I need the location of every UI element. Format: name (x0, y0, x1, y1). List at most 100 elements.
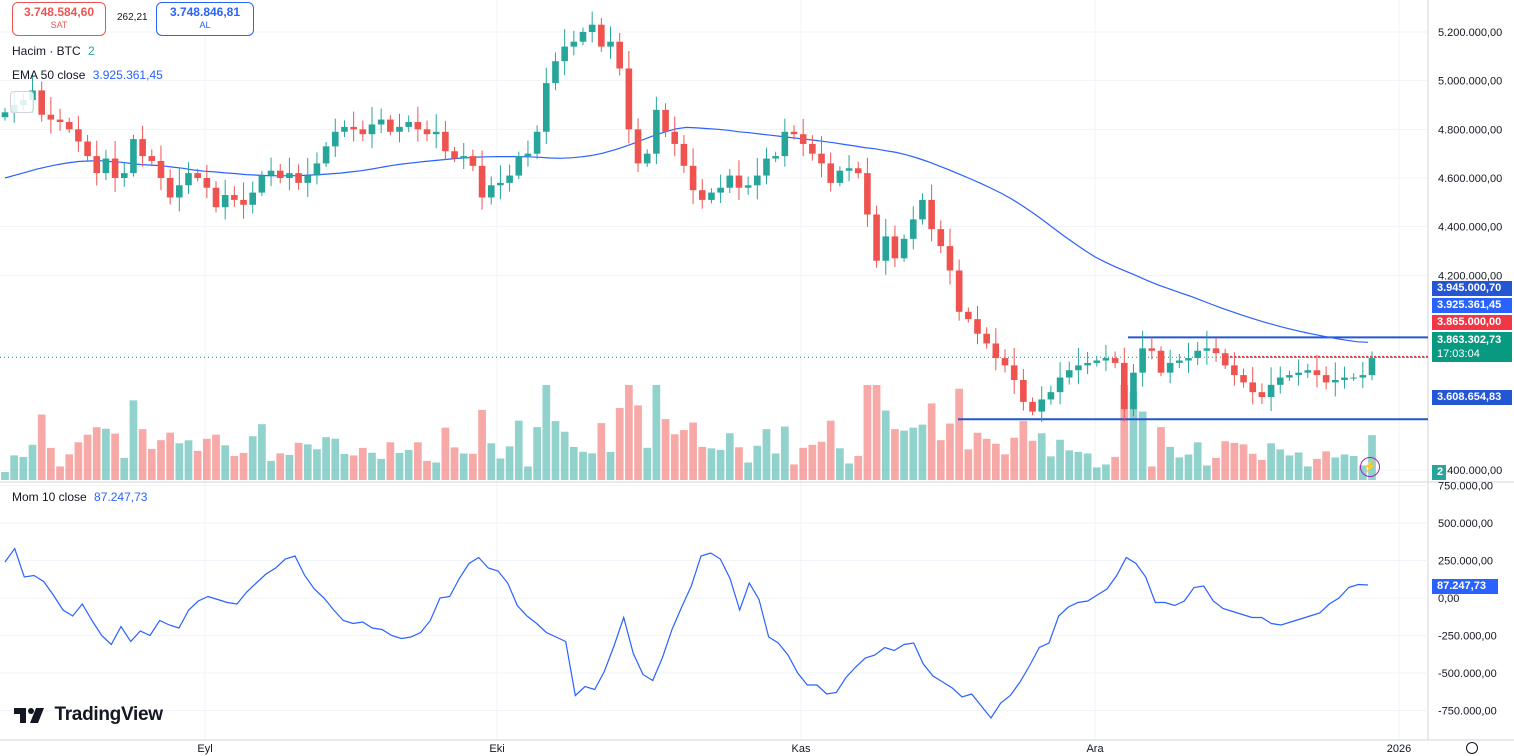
candle-body (313, 163, 321, 176)
buy-label: AL (199, 20, 211, 30)
candle-body (478, 165, 486, 198)
ema-legend[interactable]: EMA 50 close 3.925.361,45 (12, 68, 163, 82)
volume-bar (313, 449, 321, 480)
candle-body (469, 156, 477, 166)
candle (1194, 342, 1201, 366)
candle (75, 116, 82, 153)
candle-body (919, 199, 926, 220)
candle-body (955, 270, 963, 312)
settings-icon[interactable] (1466, 742, 1478, 754)
candle (1176, 353, 1183, 369)
volume-bar (28, 444, 37, 480)
candle (515, 151, 523, 180)
candle-body (680, 143, 688, 166)
candle (185, 162, 192, 195)
lightning-icon[interactable]: ⚡ (1360, 457, 1380, 477)
candle-body (93, 156, 101, 174)
sell-price: 3.748.584,60 (23, 5, 95, 19)
candle (781, 118, 789, 167)
candle (1267, 367, 1275, 412)
candle (864, 157, 871, 227)
candle (359, 120, 367, 142)
buy-box[interactable]: 3.748.846,81 AL (156, 2, 254, 36)
candle (451, 146, 458, 163)
volume-bar (661, 419, 670, 480)
candle (350, 111, 357, 142)
candle-body (799, 134, 807, 144)
candle-body (1056, 377, 1064, 393)
candle (570, 30, 578, 56)
volume-bar (909, 427, 918, 480)
candle-body (497, 182, 504, 186)
candle (992, 328, 1000, 371)
candle (588, 11, 596, 43)
candle-body (579, 32, 587, 42)
candle (442, 120, 449, 160)
candle-body (763, 158, 770, 176)
volume-bar (92, 427, 101, 480)
candle-body (1084, 362, 1091, 366)
candle-body (1111, 358, 1119, 363)
candle-body (1176, 360, 1183, 363)
sell-box[interactable]: 3.748.584,60 SAT (12, 2, 106, 36)
volume-bar (689, 422, 697, 480)
candle (818, 136, 825, 178)
candle-body (75, 129, 82, 142)
ema-tag: 3.925.361,45 (1432, 298, 1512, 313)
candle-body (891, 236, 899, 259)
candle (1240, 368, 1247, 388)
volume-bar (872, 385, 881, 480)
candle-body (231, 195, 238, 200)
volume-bar (239, 452, 248, 480)
volume-bar (102, 428, 110, 480)
candle (1341, 366, 1348, 389)
candle-body (671, 131, 679, 144)
candle-body (221, 195, 229, 208)
horizontal-lines (0, 336, 1428, 421)
volume-legend[interactable]: Hacim · BTC 2 (12, 44, 95, 58)
candle (763, 147, 770, 185)
volume-bar (790, 464, 798, 480)
mom-y-tick-label: 0,00 (1438, 593, 1459, 605)
volume-bar (1276, 449, 1285, 480)
candle-body (423, 129, 431, 135)
volume-bar (1166, 446, 1175, 480)
candle-body (1185, 358, 1192, 361)
candle-body (570, 41, 578, 47)
candle-body (1038, 399, 1046, 412)
candle (341, 120, 348, 138)
volume-bar (716, 449, 725, 480)
candle-body (616, 41, 623, 69)
candle (873, 205, 880, 268)
volume-bar (19, 456, 28, 480)
eye-toggle-icon[interactable] (10, 91, 34, 113)
volume-bar (487, 443, 496, 480)
candle (607, 26, 614, 59)
volume-bar (1258, 459, 1266, 480)
candle (1020, 369, 1027, 411)
candle (616, 32, 623, 76)
candle-body (726, 175, 734, 188)
volume-bar (221, 445, 230, 480)
candle-body (442, 131, 449, 152)
y-tick-label: 5.200.000,00 (1438, 27, 1502, 39)
volume-bar (1147, 466, 1156, 480)
candle-body (460, 156, 468, 159)
volume-bar (698, 446, 707, 480)
volume-bar (533, 427, 541, 480)
volume-bar (670, 434, 679, 480)
volume-bar (569, 446, 578, 480)
candle-body (1102, 358, 1110, 361)
buy-price: 3.748.846,81 (169, 5, 241, 19)
volume-bar (1074, 451, 1083, 480)
candle (414, 106, 422, 142)
volume-bar (111, 433, 119, 480)
candle-body (1331, 379, 1339, 383)
volume-bar (193, 450, 202, 480)
mom-legend[interactable]: Mom 10 close 87.247,73 (12, 490, 147, 504)
volume-bar (423, 460, 431, 480)
ema-line-layer (4, 126, 1369, 343)
candle-body (1212, 348, 1220, 354)
candle (487, 176, 495, 205)
